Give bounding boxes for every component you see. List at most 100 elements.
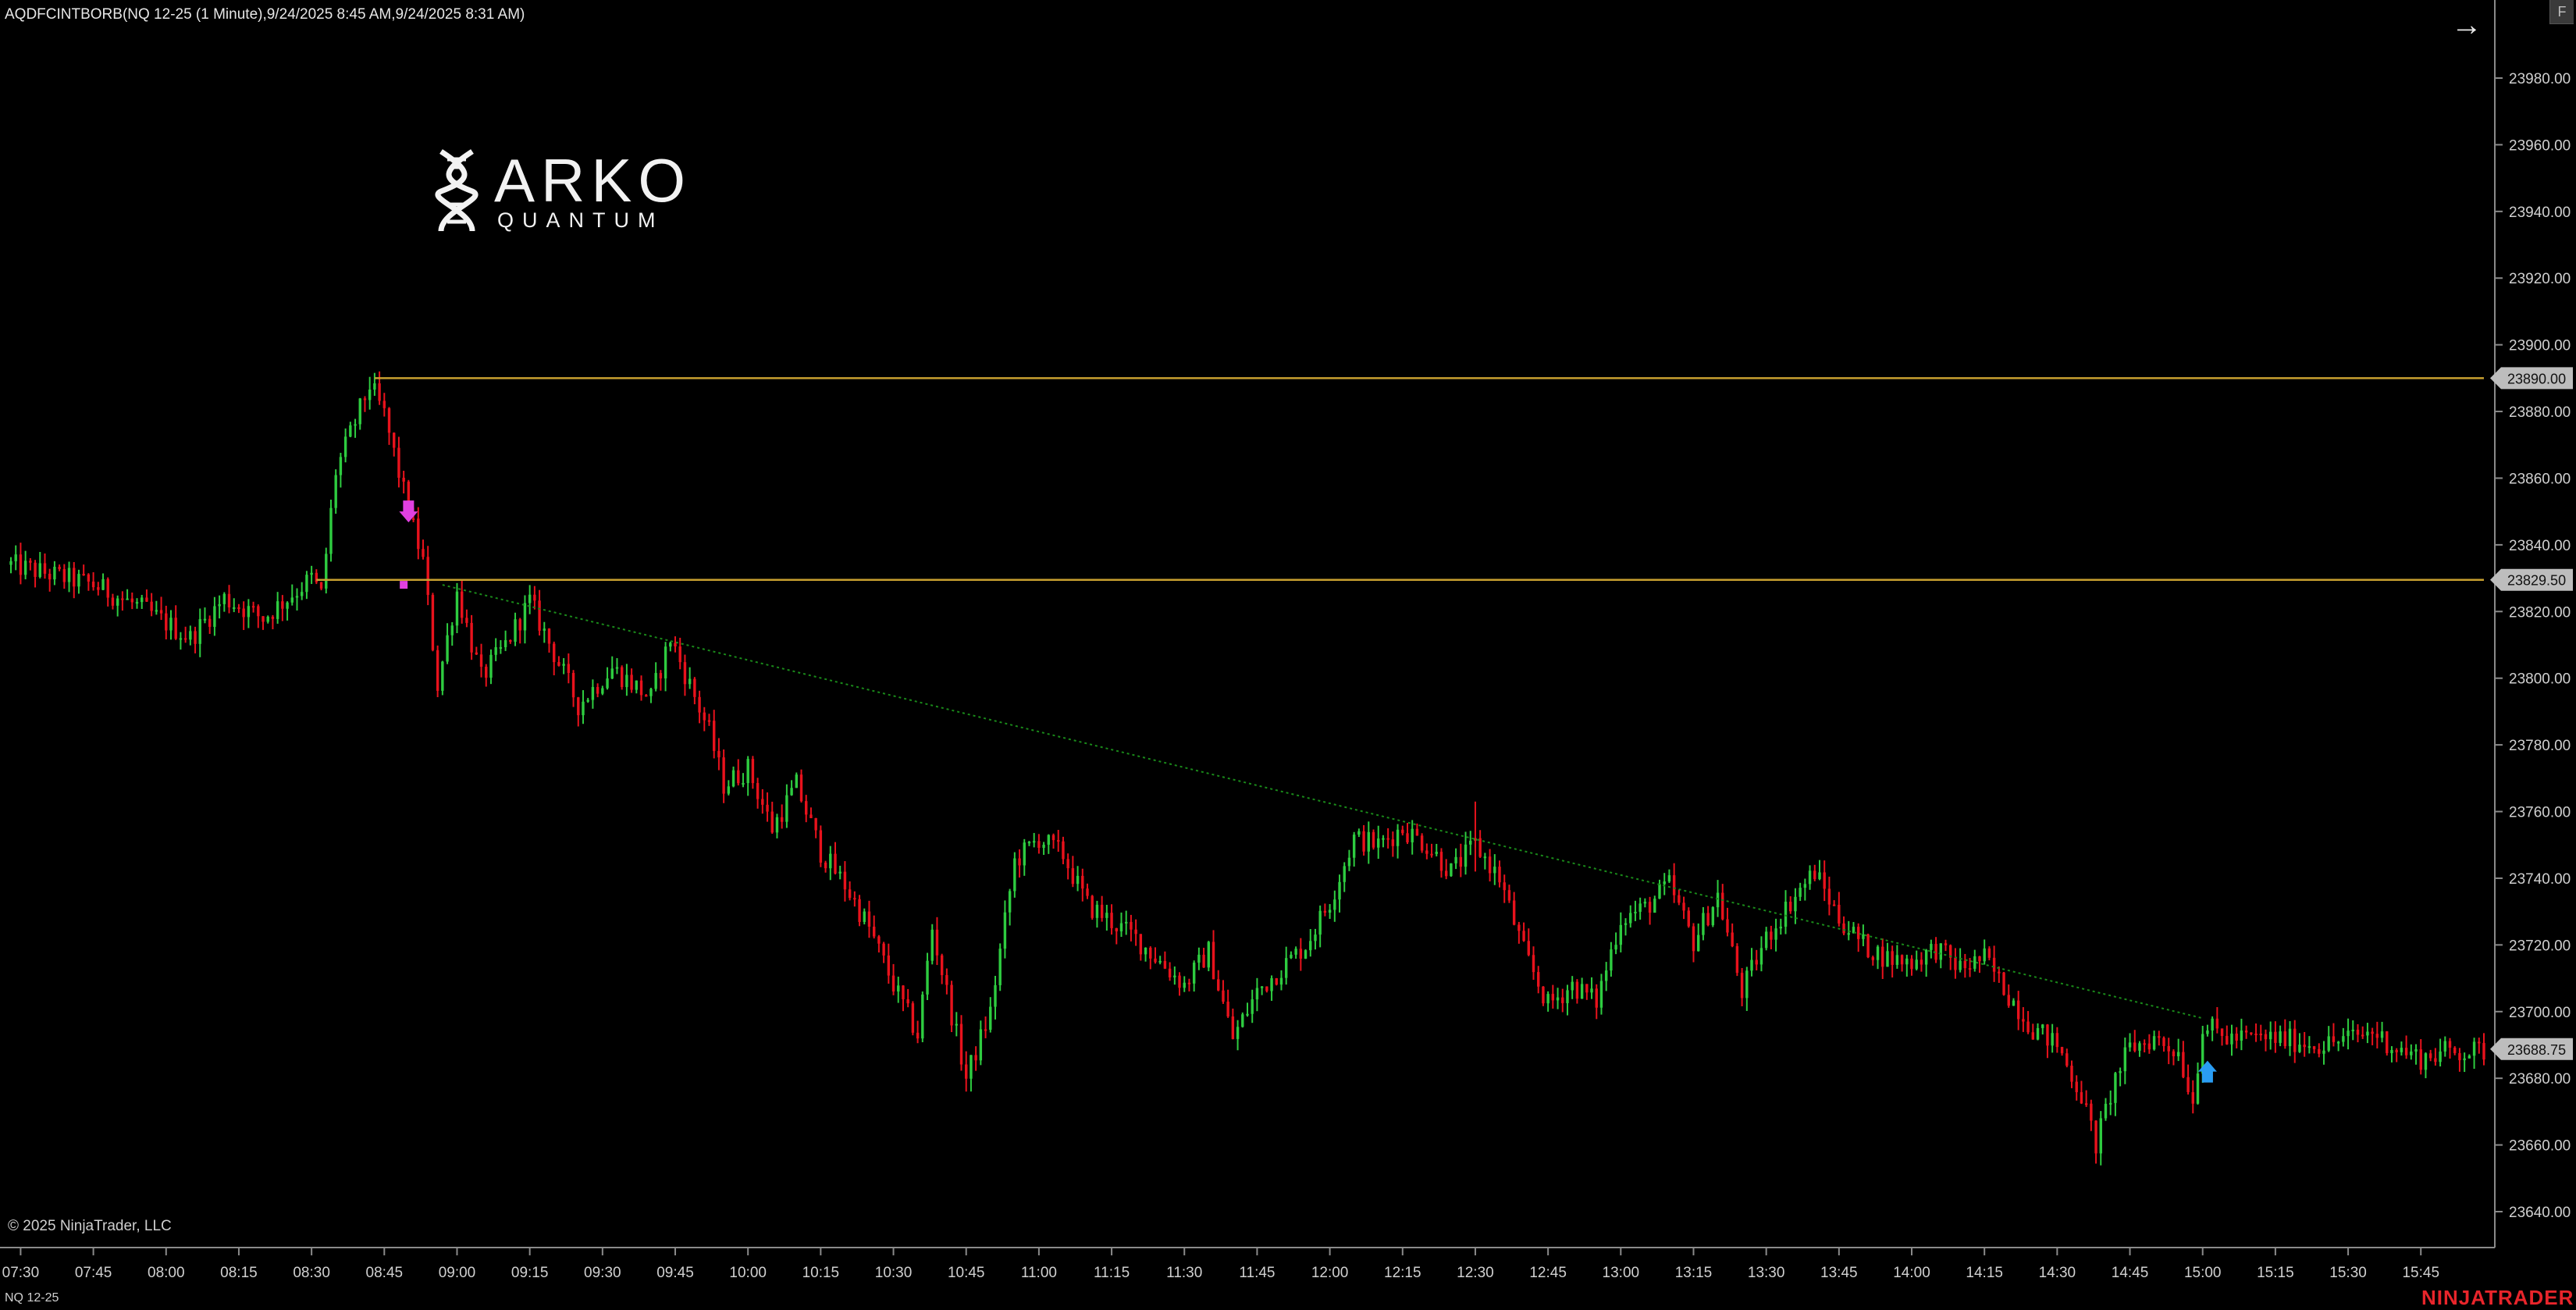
candle-body bbox=[77, 574, 80, 587]
candle-body bbox=[1794, 896, 1797, 912]
candle-body bbox=[509, 639, 512, 643]
candle-body bbox=[989, 1006, 992, 1031]
candle-body bbox=[1222, 990, 1225, 1002]
candle-body bbox=[1158, 960, 1162, 963]
candle-body bbox=[1187, 982, 1191, 984]
time-tick-label: 10:00 bbox=[729, 1265, 767, 1281]
candle-body bbox=[2016, 1000, 2020, 1020]
plot-area[interactable] bbox=[9, 371, 2485, 1166]
candle-body bbox=[1527, 941, 1530, 956]
candle-body bbox=[431, 595, 435, 650]
arrow-right-icon[interactable]: → bbox=[2451, 8, 2482, 42]
time-tick-label: 13:00 bbox=[1603, 1265, 1640, 1281]
candle-body bbox=[460, 591, 464, 618]
candle-body bbox=[2443, 1041, 2447, 1052]
candle-body bbox=[1556, 997, 1560, 1001]
candle-body bbox=[853, 898, 856, 900]
candle-body bbox=[1886, 951, 1889, 967]
candle-body bbox=[1318, 910, 1322, 935]
candle-body bbox=[1876, 946, 1880, 960]
price-tick-label: 23880.00 bbox=[2509, 404, 2571, 421]
candle-body bbox=[222, 593, 226, 604]
time-tick-label: 12:45 bbox=[1529, 1265, 1567, 1281]
candle-body bbox=[1998, 971, 2001, 974]
price-axis[interactable]: 23640.00 23660.00 23680.00 23700.00 23720.00… bbox=[2490, 0, 2573, 1248]
time-tick-label: 09:45 bbox=[656, 1265, 694, 1281]
candle-body bbox=[698, 696, 701, 713]
candle-body bbox=[2322, 1050, 2325, 1054]
candle-body bbox=[1930, 944, 1933, 950]
candle-body bbox=[717, 750, 720, 758]
candle-body bbox=[2172, 1051, 2176, 1056]
time-axis[interactable]: 07:30 07:45 08:00 08:15 08:30 08:45 09:00 09:15… bbox=[0, 1247, 2495, 1281]
candle-body bbox=[14, 554, 17, 561]
candle-body bbox=[2099, 1118, 2102, 1154]
candle-body bbox=[1638, 903, 1642, 912]
price-tick-label: 23840.00 bbox=[2509, 538, 2571, 554]
candle-body bbox=[1081, 875, 1084, 889]
candle-body bbox=[91, 581, 95, 588]
candle-body bbox=[1314, 934, 1317, 942]
candle-body bbox=[2220, 1028, 2224, 1036]
price-tag-label: 23890.00 bbox=[2507, 371, 2566, 386]
candle-body bbox=[1100, 904, 1104, 918]
candle-body bbox=[97, 587, 100, 590]
candle-body bbox=[1696, 934, 1700, 952]
candle-body bbox=[393, 433, 396, 448]
candle-body bbox=[620, 667, 624, 688]
candle-body bbox=[1454, 856, 1457, 863]
candle-body bbox=[1764, 931, 1768, 949]
time-tick-label: 09:00 bbox=[439, 1265, 476, 1281]
candle-body bbox=[2240, 1031, 2243, 1041]
candle-body bbox=[2404, 1048, 2408, 1055]
price-tick-label: 23660.00 bbox=[2509, 1138, 2571, 1155]
time-tick-label: 07:45 bbox=[75, 1265, 112, 1281]
candle-body bbox=[2138, 1043, 2141, 1051]
candle-body bbox=[712, 721, 716, 751]
candle-body bbox=[1808, 870, 1812, 885]
candle-body bbox=[1119, 923, 1123, 931]
candle-body bbox=[2230, 1033, 2233, 1045]
time-tick-label: 15:45 bbox=[2402, 1265, 2439, 1281]
candle-body bbox=[48, 573, 52, 580]
candle-body bbox=[1042, 845, 1045, 848]
candle-body bbox=[863, 911, 866, 922]
candle-body bbox=[727, 786, 731, 794]
candle-body bbox=[165, 613, 168, 631]
trend-line bbox=[442, 584, 2203, 1020]
candle-body bbox=[1284, 958, 1288, 978]
candle-body bbox=[343, 436, 347, 457]
time-tick-label: 12:00 bbox=[1311, 1265, 1349, 1281]
candle-body bbox=[2094, 1120, 2097, 1154]
candle-body bbox=[111, 597, 115, 606]
candle-body bbox=[417, 518, 420, 550]
candle-body bbox=[2414, 1049, 2418, 1052]
time-tick-label: 08:30 bbox=[293, 1265, 330, 1281]
candle-body bbox=[368, 390, 372, 400]
candle-body bbox=[1275, 978, 1278, 985]
candle-body bbox=[1842, 923, 1845, 934]
candle-body bbox=[141, 597, 144, 603]
candlesticks bbox=[9, 371, 2485, 1166]
candle-body bbox=[1420, 835, 1424, 851]
candle-body bbox=[1450, 863, 1453, 877]
candle-body bbox=[2424, 1053, 2428, 1070]
candle-body bbox=[1105, 913, 1108, 918]
candle-body bbox=[751, 759, 755, 784]
candle-body bbox=[305, 575, 308, 593]
candle-body bbox=[2390, 1049, 2393, 1054]
candle-body bbox=[257, 606, 260, 617]
candle-body bbox=[1008, 891, 1012, 913]
candle-body bbox=[1847, 933, 1850, 935]
candle-body bbox=[615, 667, 619, 669]
candle-body bbox=[2288, 1028, 2292, 1047]
candle-body bbox=[1086, 888, 1089, 896]
candle-body bbox=[1920, 959, 1923, 965]
candle-body bbox=[2264, 1034, 2268, 1040]
candle-body bbox=[382, 400, 386, 408]
candle-body bbox=[911, 1003, 915, 1033]
candle-body bbox=[121, 598, 124, 600]
chart-corner-button[interactable]: F bbox=[2549, 0, 2574, 24]
price-tick-label: 23820.00 bbox=[2509, 604, 2571, 621]
